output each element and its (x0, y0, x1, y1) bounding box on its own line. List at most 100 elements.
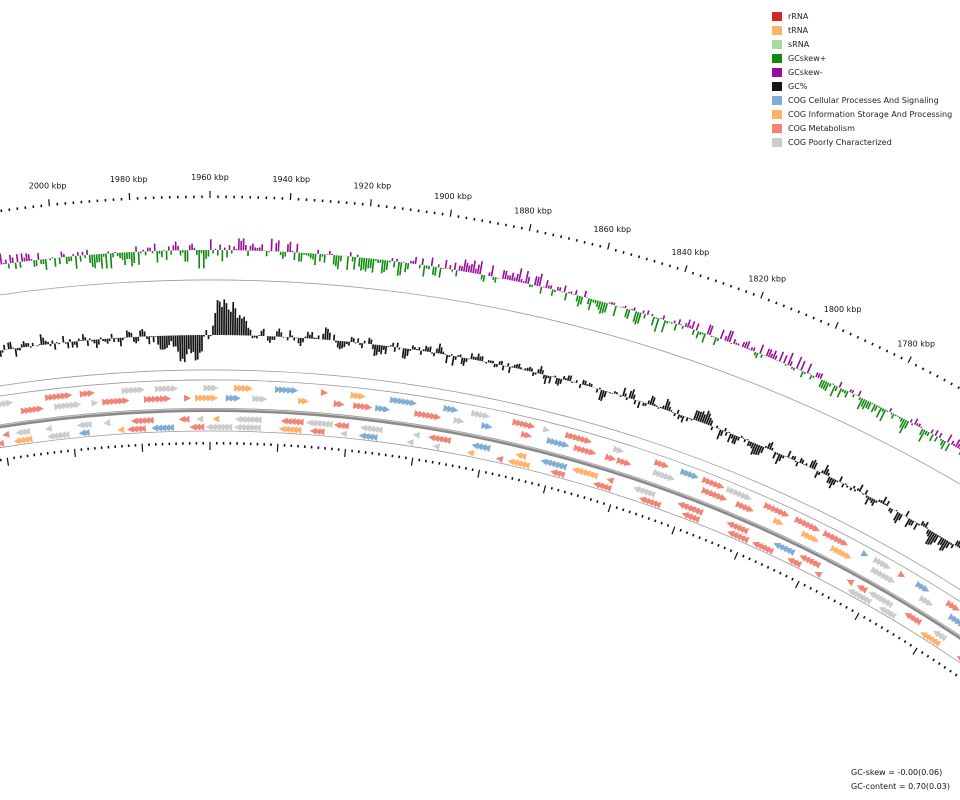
gc-skew-positive-bar (613, 302, 616, 306)
legend-swatch (772, 137, 782, 147)
gene-feature-arrow (633, 486, 641, 494)
inner-tick (504, 475, 507, 479)
gene-feature-arrow (712, 480, 721, 488)
gc-content-bar (827, 472, 830, 477)
gene-feature-arrow (480, 421, 489, 429)
gc-content-bar (787, 450, 792, 458)
gc-skew-positive-bar (533, 276, 538, 286)
outer-tick (544, 231, 547, 235)
gc-skew-positive-bar (726, 330, 732, 342)
gene-feature-arrow (797, 517, 806, 524)
outer-tick (614, 248, 617, 252)
inner-tick (932, 658, 935, 662)
gc-content-bar (757, 445, 763, 456)
gc-content-bar (548, 376, 552, 384)
gc-skew-negative-bar (856, 397, 864, 410)
gene-feature-arrow (283, 386, 291, 394)
gene-feature-arrow (740, 492, 749, 499)
gc-skew-negative-bar (716, 337, 720, 342)
gc-skew-negative-bar (939, 439, 945, 446)
gene-feature-arrow (284, 418, 292, 425)
gc-skew-positive-bar (547, 285, 550, 289)
gene-feature-arrow (117, 426, 125, 434)
gene-feature-arrow (701, 476, 710, 483)
gc-content-bar (651, 397, 656, 406)
inner-tick (791, 577, 794, 581)
gc-skew-negative-bar (852, 393, 855, 398)
gene-feature-arrow (904, 612, 913, 620)
gc-content-bar (75, 341, 79, 348)
gene-feature-arrow (50, 432, 59, 440)
gene-feature-arrow (358, 432, 366, 440)
gc-content-bar (945, 541, 951, 549)
gene-feature-arrow (313, 420, 322, 428)
gc-skew-negative-bar (822, 381, 828, 390)
inner-tick (641, 514, 644, 518)
gc-content-bar (895, 509, 898, 512)
gc-skew-negative-bar (137, 251, 140, 265)
gc-content-bar (814, 470, 819, 479)
gc-skew-positive-bar (574, 289, 578, 296)
gene-feature-arrow (425, 411, 434, 419)
gc-skew-negative-bar (58, 257, 61, 265)
gc-skew-negative-bar (918, 429, 926, 442)
gc-content-bar (776, 452, 779, 455)
gc-skew-positive-bar (508, 275, 512, 281)
gene-feature-arrow (364, 403, 373, 411)
outer-tick (645, 257, 648, 261)
legend-swatch (772, 67, 782, 77)
gene-feature-arrow (619, 458, 628, 465)
gc-content-bar (465, 358, 468, 363)
gene-feature-arrow (466, 449, 475, 457)
gc-content-bar (328, 332, 331, 341)
outer-tick (745, 290, 748, 294)
ring-guide-line (0, 430, 960, 664)
gc-skew-positive-bar (444, 259, 448, 269)
gene-feature-arrow (482, 412, 491, 419)
gene-feature-arrow (576, 434, 584, 442)
gc-content-bar (889, 508, 894, 514)
gc-content-bar (554, 377, 558, 385)
gc-content-bar (740, 435, 743, 439)
outer-tick (943, 378, 946, 382)
gc-content-bar (697, 411, 703, 422)
gene-feature-arrow (246, 424, 254, 432)
gc-skew-negative-bar (898, 416, 901, 419)
gene-feature-arrow (947, 613, 956, 620)
gene-feature-arrow (20, 407, 28, 415)
gc-skew-negative-bar (553, 289, 556, 293)
outer-tick (885, 349, 889, 353)
gene-feature-arrow (515, 452, 523, 460)
gene-feature-arrow (339, 430, 348, 438)
gc-content-bar (42, 337, 45, 345)
gene-feature-arrow (550, 469, 558, 477)
gc-skew-negative-bar (691, 329, 695, 336)
gc-content-bar (731, 434, 736, 444)
gc-skew-negative-bar (14, 262, 18, 269)
gc-skew-positive-bar (558, 287, 562, 292)
outer-tick (760, 291, 764, 299)
gene-feature-arrow (333, 421, 342, 429)
gc-content-bar (920, 520, 925, 526)
gene-feature-arrow (409, 399, 417, 407)
gc-content-bar (925, 529, 930, 535)
gc-content-bar (668, 406, 672, 412)
gc-content-bar (569, 375, 573, 382)
inner-tick (742, 554, 745, 558)
gene-feature-arrow (716, 482, 725, 489)
gene-feature-arrow (470, 409, 479, 417)
gene-feature-arrow (474, 410, 483, 418)
gc-content-bar (811, 459, 817, 469)
legend-label: GCskew+ (788, 53, 827, 63)
gc-content-bar (341, 341, 344, 349)
gene-feature-arrow (233, 384, 241, 392)
gene-feature-arrow (883, 574, 892, 581)
gene-feature-arrow (362, 433, 370, 441)
gc-content-bar (778, 454, 783, 462)
tick-label: 1800 kbp (824, 305, 862, 314)
gc-skew-positive-bar (918, 423, 922, 428)
gc-skew-positive-bar (414, 256, 418, 265)
gene-feature-arrow (588, 448, 597, 456)
gc-content-bar (324, 327, 327, 340)
gene-feature-arrow (28, 406, 36, 414)
